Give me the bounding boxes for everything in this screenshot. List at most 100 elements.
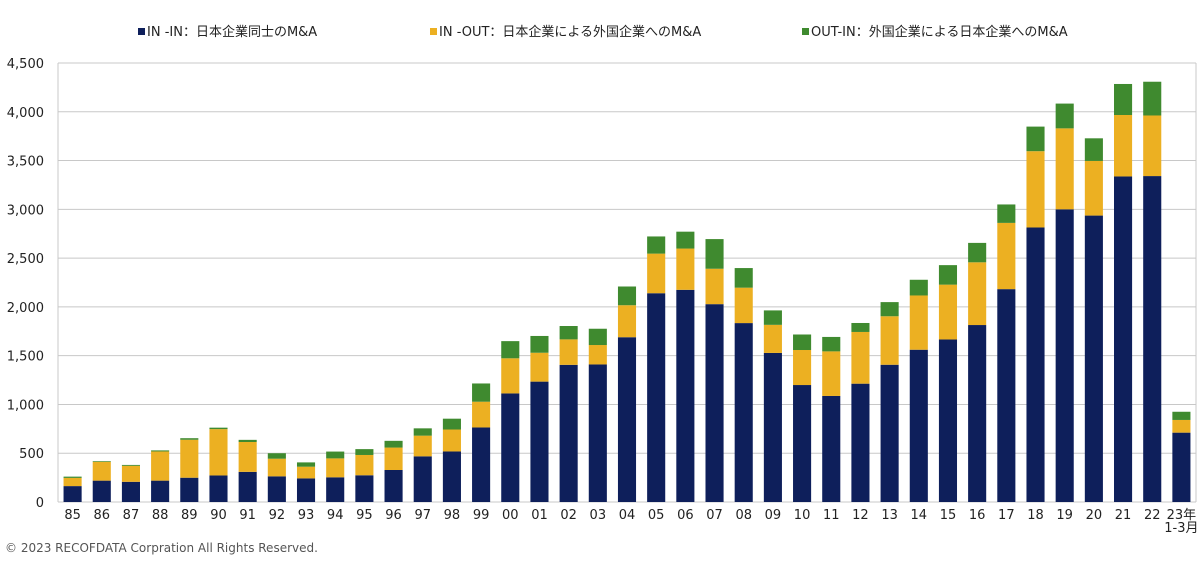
y-tick-label: 3,500 bbox=[7, 155, 44, 170]
bar-segment-series-3 bbox=[151, 450, 170, 452]
bar-segment-series-3 bbox=[676, 231, 695, 249]
bar-segment-series-1 bbox=[530, 381, 549, 502]
bar-segment-series-1 bbox=[151, 480, 170, 502]
x-tick-label: 01 bbox=[531, 508, 548, 523]
bar-segment-series-1 bbox=[647, 293, 666, 502]
x-tick-label: 92 bbox=[269, 508, 286, 523]
bar-segment-series-1 bbox=[793, 385, 812, 502]
legend-label-series-2: IN -OUT：日本企業による外国企業へのM&A bbox=[439, 24, 701, 40]
bar-segment-series-1 bbox=[267, 476, 286, 502]
x-tick-label: 21 bbox=[1115, 508, 1132, 523]
bar-segment-series-1 bbox=[822, 395, 841, 502]
bar-segment-series-1 bbox=[384, 470, 403, 502]
bar-segment-series-3 bbox=[63, 476, 82, 478]
x-tick-label: 07 bbox=[706, 508, 723, 523]
x-tick-label: 10 bbox=[794, 508, 811, 523]
bar-segment-series-3 bbox=[355, 449, 374, 455]
x-tick-label: 15 bbox=[940, 508, 957, 523]
bar-segment-series-2 bbox=[588, 345, 607, 365]
x-tick-label: 02 bbox=[560, 508, 577, 523]
bar-segment-series-1 bbox=[180, 477, 199, 502]
x-tick-label: 14 bbox=[911, 508, 928, 523]
bar-segment-series-3 bbox=[209, 427, 228, 430]
bar-segment-series-3 bbox=[1143, 81, 1162, 116]
x-tick-label: 13 bbox=[881, 508, 898, 523]
bar-segment-series-1 bbox=[1114, 176, 1133, 503]
stacked-bar-chart: IN -IN：日本企業同士のM&A IN -OUT：日本企業による外国企業へのM&… bbox=[7, 24, 1199, 536]
bar-segment-series-1 bbox=[209, 475, 228, 502]
bar-segment-series-2 bbox=[938, 284, 958, 340]
bar-segment-series-1 bbox=[63, 486, 82, 502]
bar-segment-series-2 bbox=[326, 458, 345, 478]
bar-segment-series-1 bbox=[1143, 176, 1162, 502]
bar-segment-series-2 bbox=[238, 442, 257, 472]
bar-segment-series-1 bbox=[1172, 432, 1191, 502]
bar-segment-series-2 bbox=[880, 316, 899, 365]
bar-segment-series-3 bbox=[793, 334, 812, 351]
bar-segment-series-3 bbox=[822, 336, 841, 352]
bar-segment-series-2 bbox=[997, 222, 1016, 290]
bar-segment-series-3 bbox=[530, 335, 549, 353]
legend: IN -IN：日本企業同士のM&A IN -OUT：日本企業による外国企業へのM&… bbox=[138, 24, 1068, 40]
bar-segment-series-2 bbox=[501, 358, 520, 394]
bar-segment-series-1 bbox=[326, 477, 345, 502]
x-tick-label: 86 bbox=[93, 508, 110, 523]
legend-swatch-series-2 bbox=[430, 28, 437, 35]
x-tick-label: 87 bbox=[123, 508, 140, 523]
bar-segment-series-2 bbox=[705, 268, 724, 305]
bar-segment-series-3 bbox=[617, 286, 637, 306]
bar-segment-series-2 bbox=[63, 477, 82, 487]
bar-segment-series-3 bbox=[180, 438, 199, 440]
bar-segment-series-1 bbox=[851, 383, 870, 502]
bar-segment-series-1 bbox=[676, 289, 695, 502]
y-tick-label: 3,000 bbox=[7, 203, 44, 218]
bar-segment-series-3 bbox=[851, 322, 870, 332]
bar-segment-series-1 bbox=[617, 337, 637, 502]
x-tick-label: 16 bbox=[969, 508, 986, 523]
bar-segment-series-1 bbox=[938, 339, 958, 502]
x-tick-label: 99 bbox=[473, 508, 490, 523]
bar-segment-series-2 bbox=[1143, 115, 1162, 177]
bar-segment-series-3 bbox=[1084, 138, 1103, 161]
bar-segment-series-2 bbox=[647, 253, 666, 294]
x-axis: 85 86 87 88 89 90 91 92 93 94 95 96 97 98 99 00 01 02 03 04… bbox=[64, 508, 1198, 536]
bars bbox=[63, 81, 1191, 503]
bar-segment-series-1 bbox=[559, 364, 578, 502]
x-tick-label: 06 bbox=[677, 508, 694, 523]
bar-segment-series-3 bbox=[880, 302, 899, 317]
bar-segment-series-1 bbox=[355, 475, 374, 502]
bar-segment-series-2 bbox=[355, 454, 374, 476]
bar-segment-series-1 bbox=[121, 481, 140, 502]
bar-segment-series-2 bbox=[1084, 160, 1103, 216]
bar-segment-series-1 bbox=[880, 364, 899, 502]
bar-segment-series-1 bbox=[997, 289, 1016, 502]
bar-segment-series-3 bbox=[734, 268, 753, 288]
bar-segment-series-1 bbox=[909, 349, 928, 502]
bar-segment-series-3 bbox=[1114, 83, 1133, 115]
bar-segment-series-2 bbox=[209, 429, 228, 476]
x-tick-label: 85 bbox=[64, 508, 81, 523]
bar-segment-series-2 bbox=[92, 461, 111, 481]
bar-segment-series-1 bbox=[734, 323, 753, 502]
bar-segment-series-2 bbox=[851, 331, 870, 384]
bar-segment-series-3 bbox=[442, 418, 461, 430]
bar-segment-series-1 bbox=[1084, 215, 1103, 502]
x-tick-label: 17 bbox=[998, 508, 1015, 523]
bar-segment-series-2 bbox=[472, 401, 491, 428]
bar-segment-series-3 bbox=[938, 265, 958, 285]
x-tick-label: 96 bbox=[385, 508, 402, 523]
x-tick-label: 98 bbox=[444, 508, 461, 523]
bar-segment-series-3 bbox=[326, 451, 345, 459]
bar-segment-series-1 bbox=[501, 393, 520, 502]
x-tick-label: 09 bbox=[765, 508, 782, 523]
bar-segment-series-1 bbox=[1026, 227, 1045, 502]
bar-segment-series-1 bbox=[1055, 209, 1074, 503]
bar-segment-series-3 bbox=[92, 461, 111, 462]
y-tick-label: 0 bbox=[36, 496, 44, 511]
x-tick-label: 95 bbox=[356, 508, 373, 523]
y-axis: 0 500 1,000 1,500 2,000 2,500 3,000 3,500 4,000 4… bbox=[7, 57, 44, 511]
y-tick-label: 2,000 bbox=[7, 301, 44, 316]
bar-segment-series-3 bbox=[588, 328, 607, 346]
bar-segment-series-1 bbox=[588, 364, 607, 502]
x-tick-label: 89 bbox=[181, 508, 198, 523]
